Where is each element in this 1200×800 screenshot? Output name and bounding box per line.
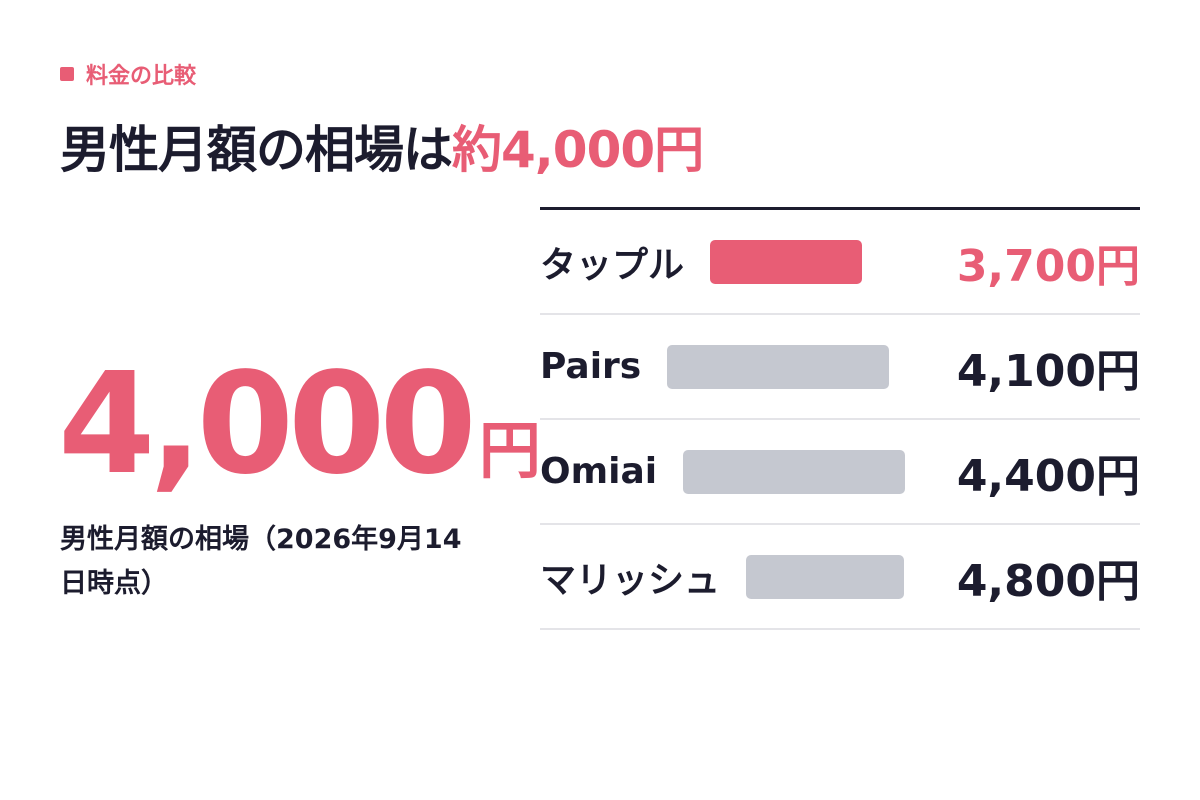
bar <box>683 449 906 494</box>
summary-caption: 男性月額の相場（2026年9月14日時点） <box>60 524 462 599</box>
price: 4,800円 <box>956 555 1140 607</box>
headline-highlight: 約4,000円 <box>452 121 704 179</box>
table-row: Omiai 4,400円 <box>540 420 1140 525</box>
summary-figure: 4,000 円 <box>58 350 541 500</box>
price: 4,400円 <box>956 450 1140 502</box>
label-marker <box>60 67 74 81</box>
headline: 男性月額の相場は約4,000円 <box>60 110 704 182</box>
bar <box>667 344 890 389</box>
service-name: タップル <box>540 244 685 286</box>
bar <box>710 239 863 284</box>
price-table: タップル 3,700円 Pairs 4,100円 Omiai 4,400円 マリッシュ… <box>540 207 1140 630</box>
service-name: Pairs <box>540 346 642 387</box>
table-row: Pairs 4,100円 <box>540 315 1140 420</box>
summary-unit: 円 <box>478 414 541 487</box>
table-row: マリッシュ 4,800円 <box>540 525 1140 630</box>
bar <box>746 554 905 599</box>
section-label: 料金の比較 <box>60 58 196 90</box>
label-text: 料金の比較 <box>86 64 197 89</box>
price: 3,700円 <box>956 240 1140 292</box>
price: 4,100円 <box>956 345 1140 397</box>
service-name: マリッシュ <box>540 559 721 601</box>
service-name: Omiai <box>540 451 658 492</box>
headline-text: 男性月額の相場は <box>60 121 453 179</box>
summary-value: 4,000 <box>58 343 477 506</box>
table-row: タップル 3,700円 <box>540 210 1140 315</box>
